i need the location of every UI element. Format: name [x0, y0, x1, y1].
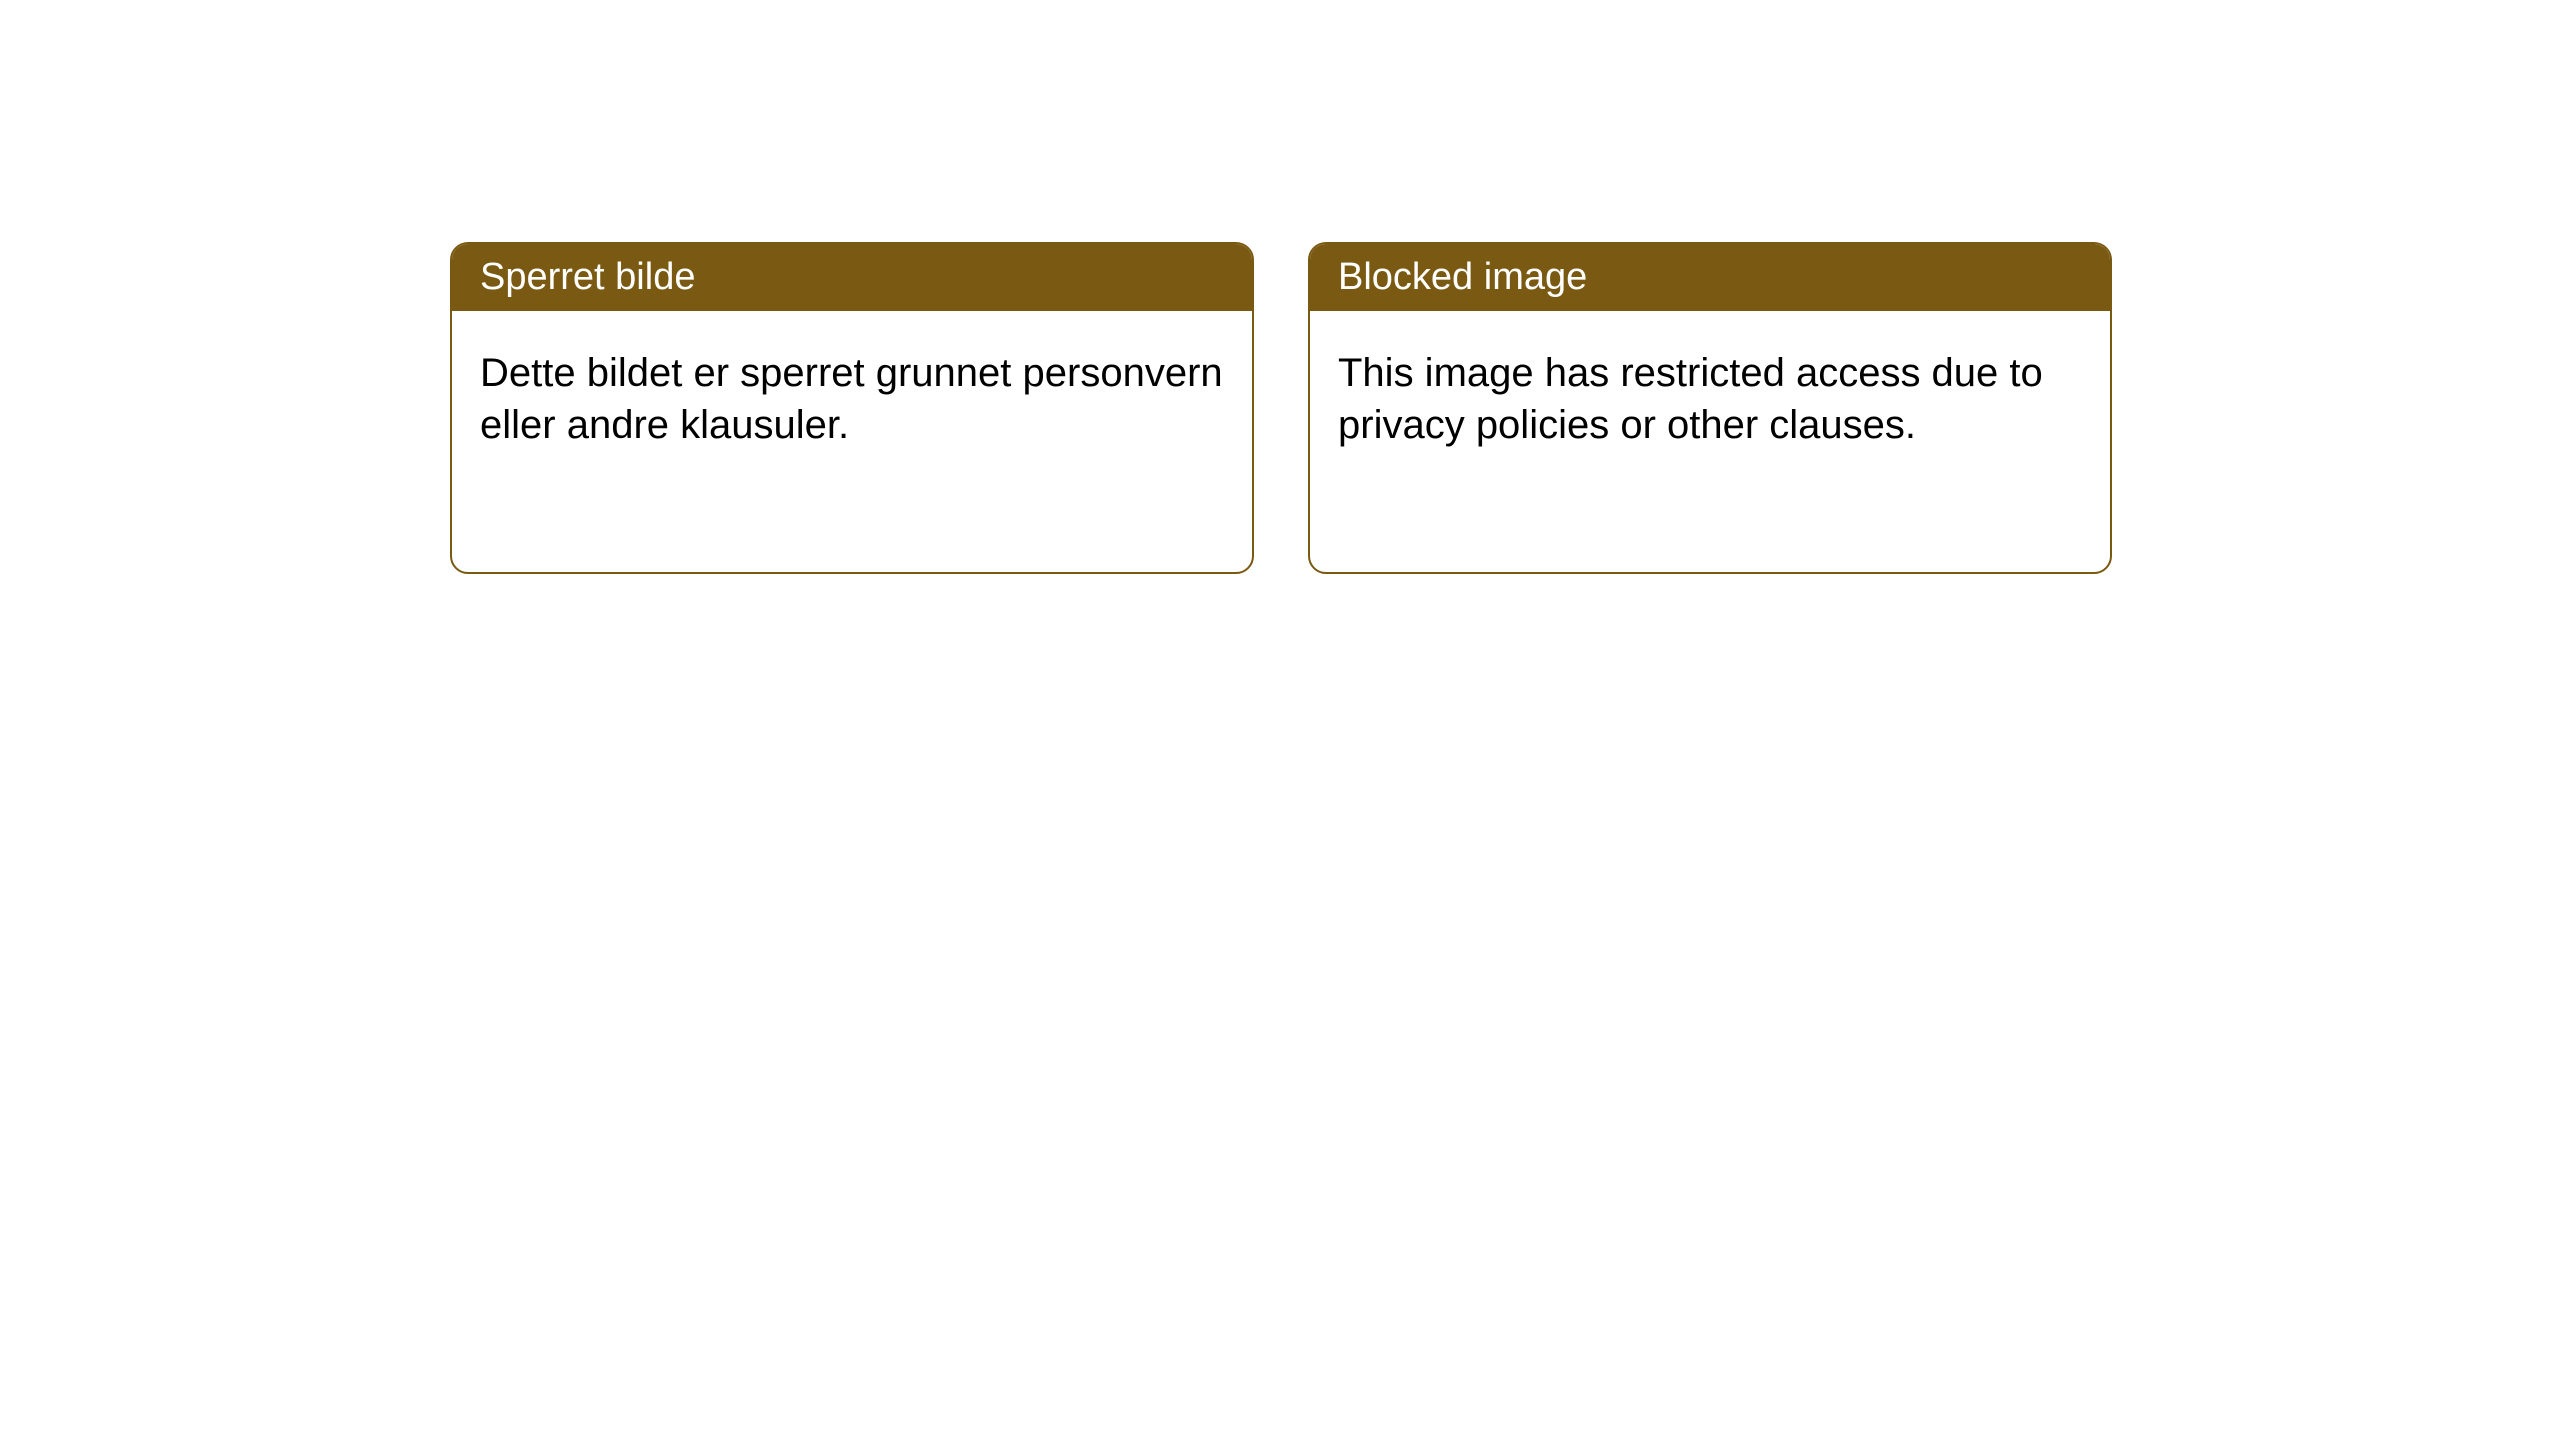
card-title-norwegian: Sperret bilde	[480, 256, 695, 298]
cards-container: Sperret bilde Dette bildet er sperret gr…	[450, 242, 2112, 574]
card-english: Blocked image This image has restricted …	[1308, 242, 2112, 574]
card-body-text-english: This image has restricted access due to …	[1338, 351, 2043, 447]
card-header-norwegian: Sperret bilde	[452, 244, 1252, 311]
card-body-english: This image has restricted access due to …	[1310, 311, 2110, 487]
card-title-english: Blocked image	[1338, 256, 1587, 298]
card-norwegian: Sperret bilde Dette bildet er sperret gr…	[450, 242, 1254, 574]
card-header-english: Blocked image	[1310, 244, 2110, 311]
card-body-text-norwegian: Dette bildet er sperret grunnet personve…	[480, 351, 1223, 447]
card-body-norwegian: Dette bildet er sperret grunnet personve…	[452, 311, 1252, 487]
